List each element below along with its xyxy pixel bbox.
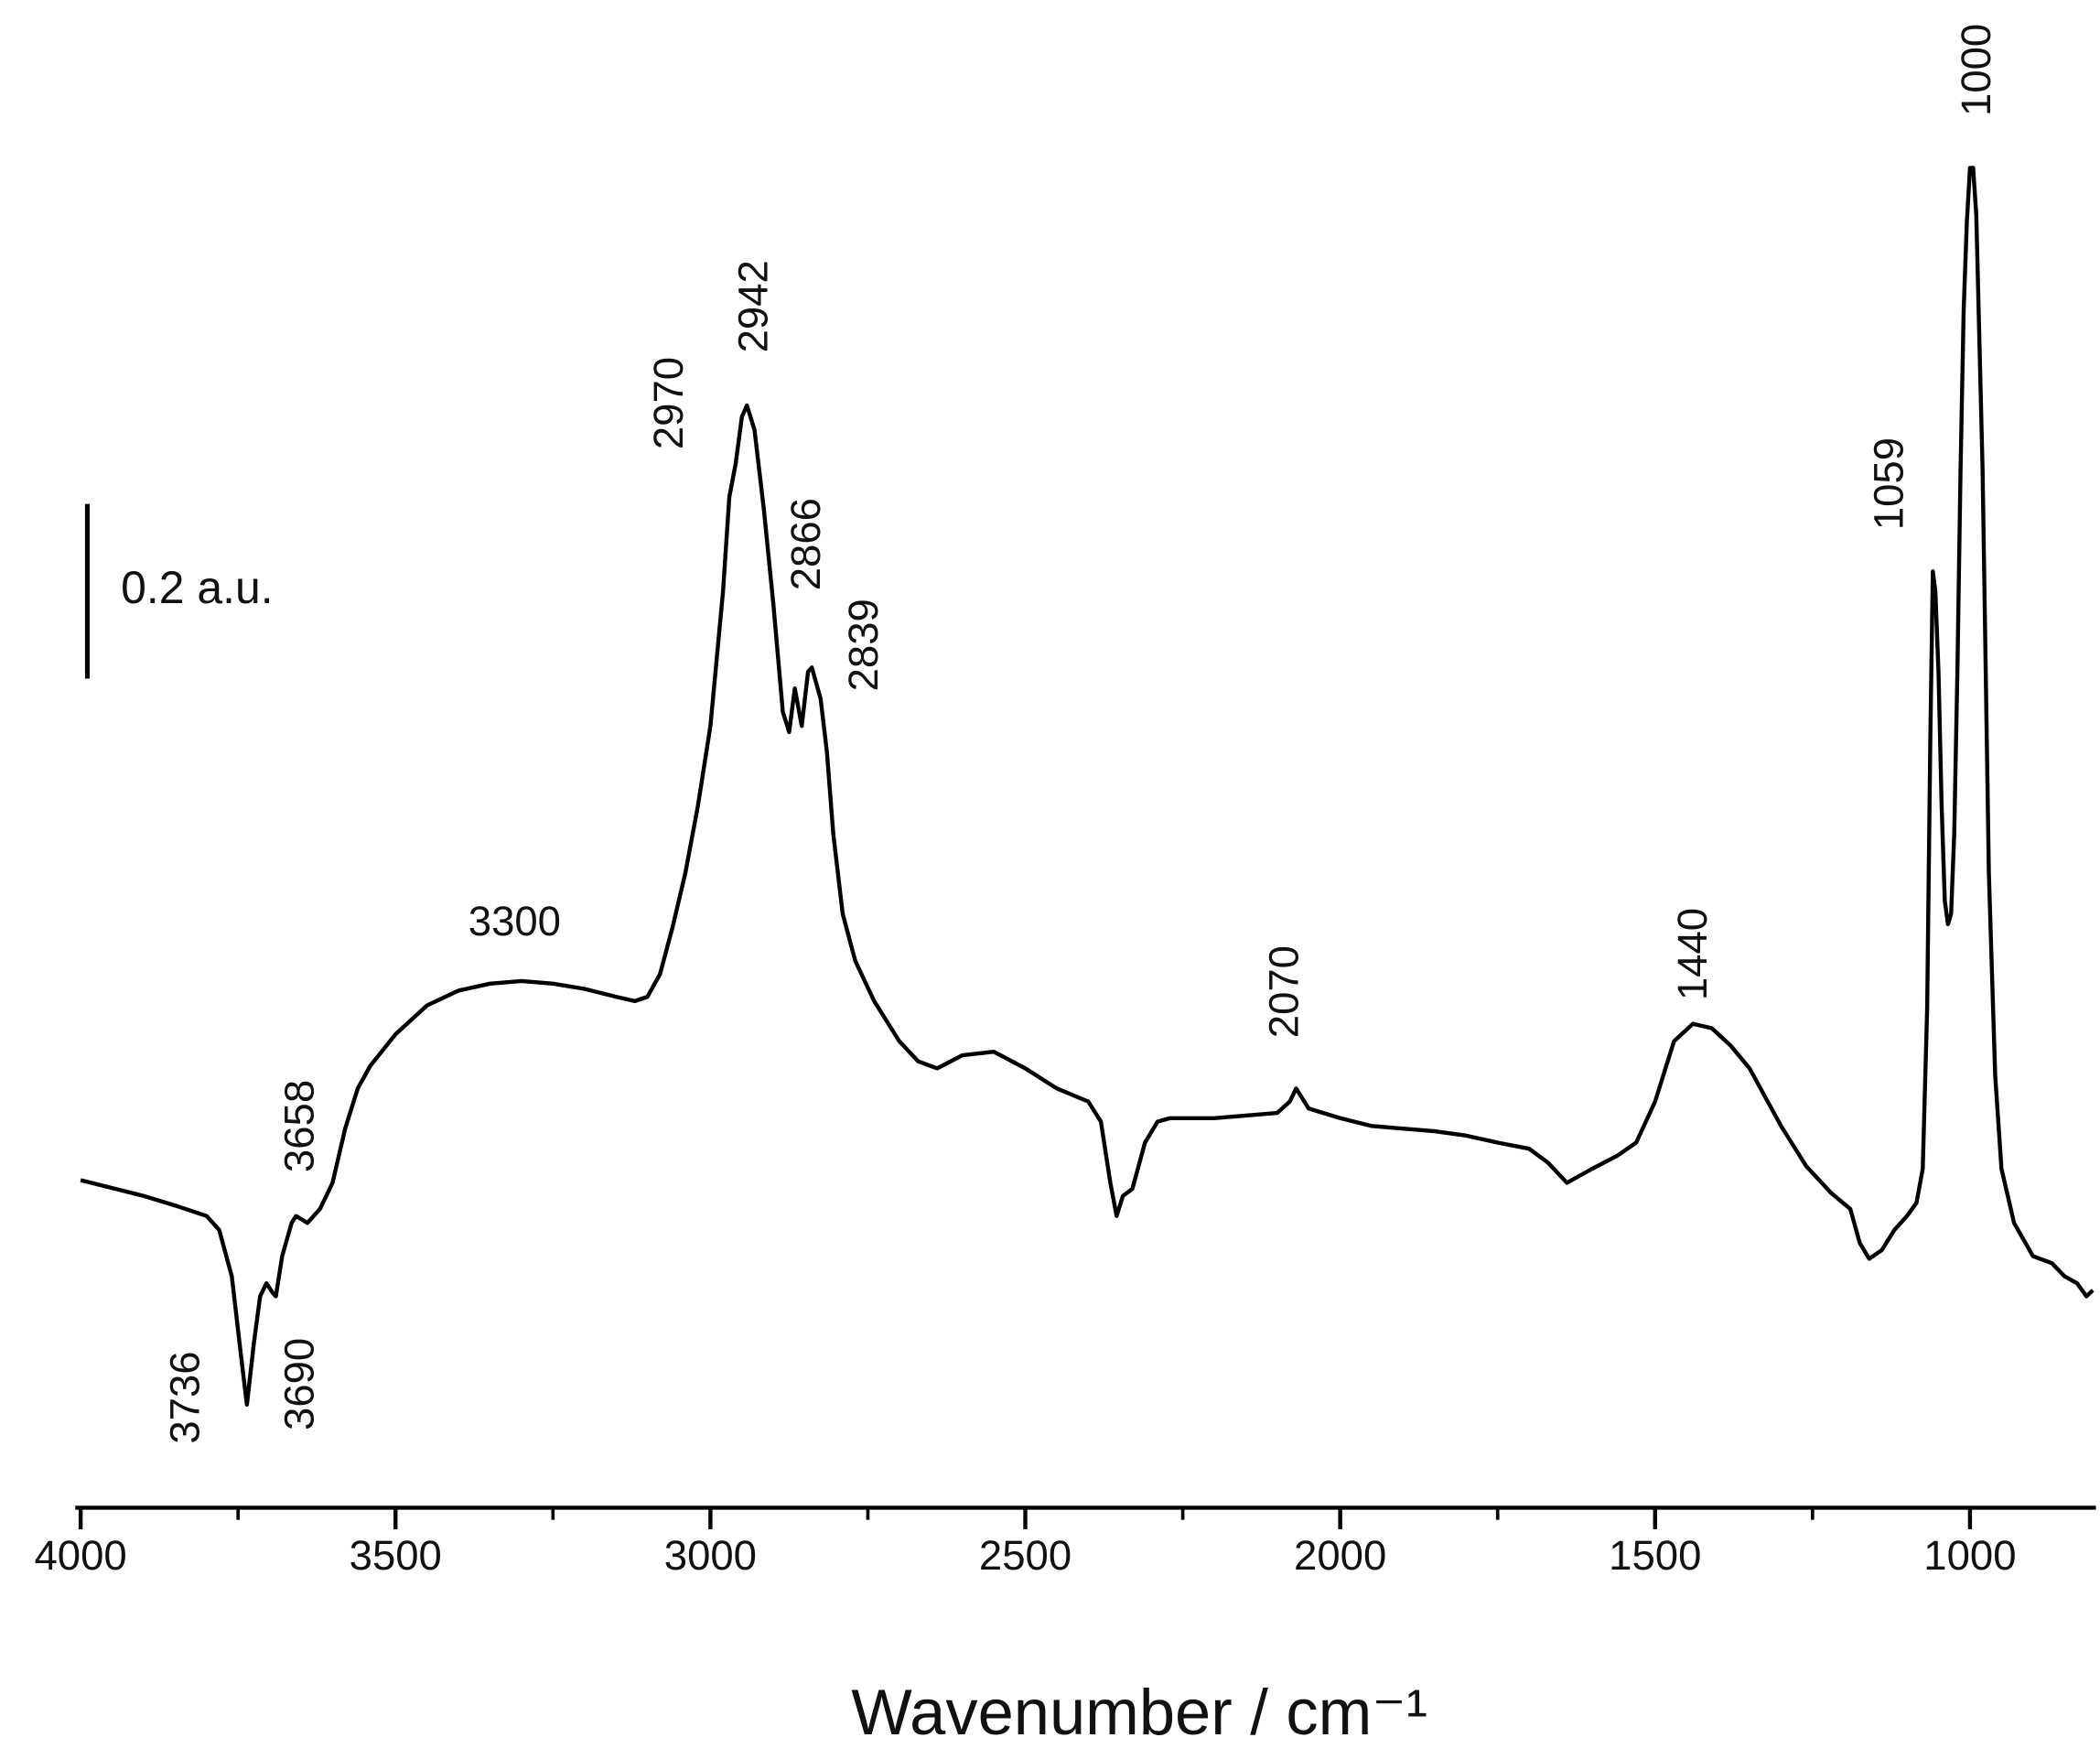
x-axis-title: Wavenumber / cm⁻¹ — [851, 1676, 1427, 1748]
peak-label: 1059 — [1865, 437, 1912, 530]
peak-label: 3736 — [162, 1351, 209, 1443]
peak-label: 3300 — [468, 898, 561, 944]
x-tick-label: 3500 — [350, 1532, 442, 1579]
x-tick-label: 4000 — [35, 1532, 127, 1579]
peak-label: 3658 — [275, 1080, 322, 1172]
x-tick-label: 1000 — [1923, 1532, 2016, 1579]
scale-bar-label: 0.2 a.u. — [121, 562, 273, 613]
peak-label: 1440 — [1669, 908, 1716, 1000]
x-tick-label: 2000 — [1294, 1532, 1386, 1579]
spectrum-line — [80, 166, 2095, 1408]
peak-label: 2839 — [840, 599, 887, 691]
peak-label: 3690 — [275, 1338, 322, 1430]
x-tick-label: 2500 — [979, 1532, 1072, 1579]
peak-label: 2942 — [730, 260, 777, 352]
peak-label: 2970 — [645, 357, 692, 449]
x-tick-label: 3000 — [664, 1532, 757, 1579]
peak-label: 2866 — [782, 498, 829, 590]
peak-label: 2070 — [1261, 945, 1308, 1038]
x-tick-label: 1500 — [1609, 1532, 1701, 1579]
peak-label: 1000 — [1953, 24, 1999, 116]
